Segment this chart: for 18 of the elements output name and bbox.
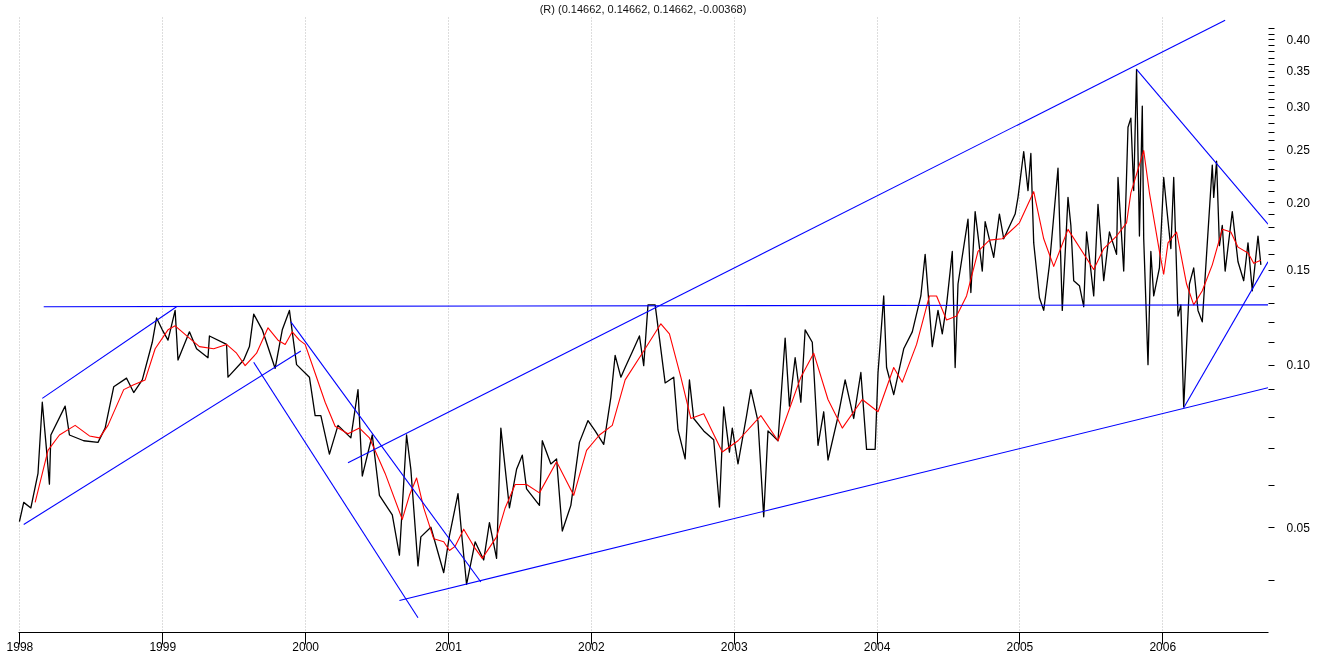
x-tick-label: 1999 bbox=[149, 639, 177, 654]
y-tick-label: 0.10 bbox=[1286, 358, 1311, 373]
x-tick-label: 2001 bbox=[435, 639, 463, 654]
x-tick-label: 2003 bbox=[720, 639, 748, 654]
chart-title: (R) (0.14662, 0.14662, 0.14662, -0.00368) bbox=[539, 3, 747, 15]
x-tick-label: 2004 bbox=[863, 639, 891, 654]
y-tick-label: 0.20 bbox=[1286, 195, 1311, 210]
y-tick-label: 0.05 bbox=[1286, 520, 1311, 535]
x-tick-label: 2002 bbox=[578, 639, 606, 654]
x-tick-label: 2000 bbox=[292, 639, 320, 654]
y-tick-label: 0.25 bbox=[1286, 143, 1311, 158]
y-tick-label: 0.40 bbox=[1286, 32, 1311, 47]
x-tick-label: 1998 bbox=[6, 639, 34, 654]
y-tick-label: 0.30 bbox=[1286, 100, 1311, 115]
x-tick-label: 2006 bbox=[1149, 639, 1177, 654]
y-tick-label: 0.35 bbox=[1286, 64, 1311, 79]
y-tick-label: 0.15 bbox=[1286, 263, 1311, 278]
x-tick-label: 2005 bbox=[1006, 639, 1034, 654]
